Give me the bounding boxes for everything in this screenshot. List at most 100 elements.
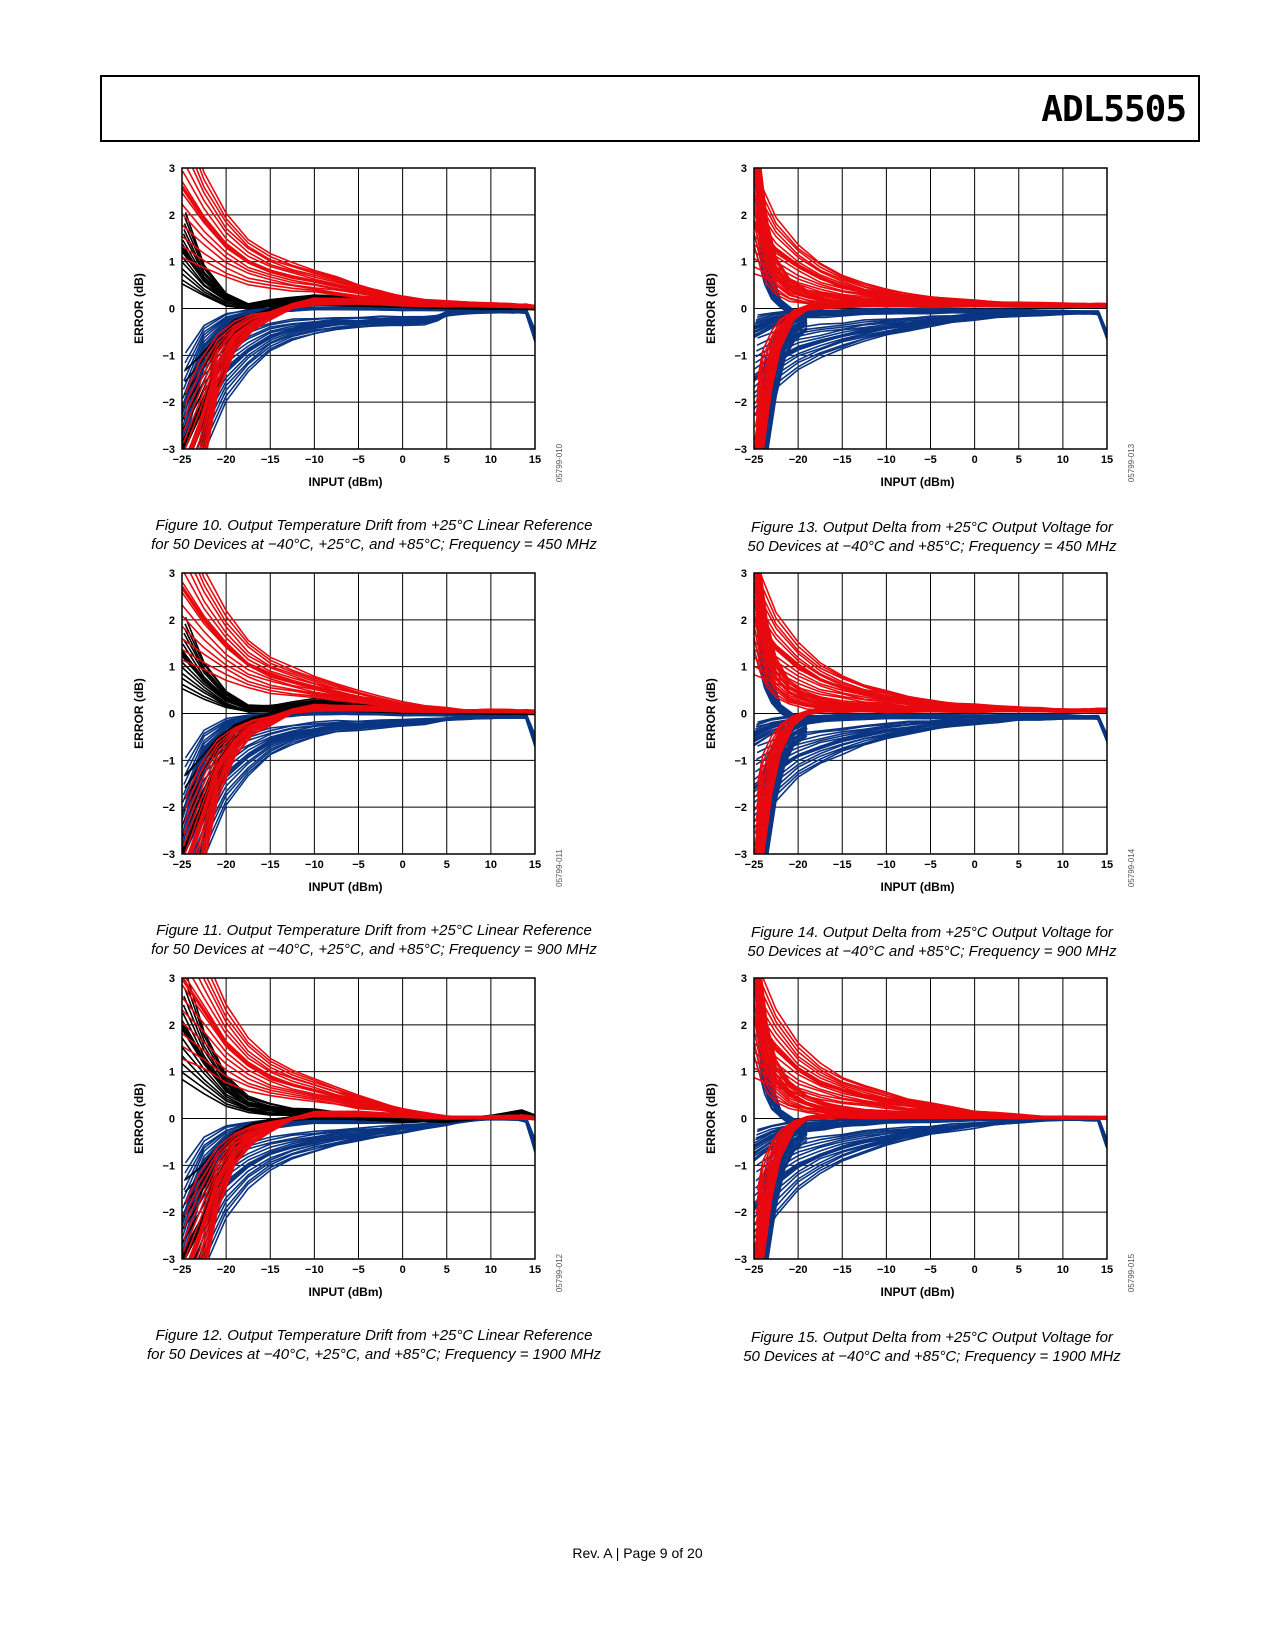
plot-area <box>182 168 535 449</box>
x-tick-label: 15 <box>1101 1264 1113 1276</box>
figure-code: 05799-011 <box>555 849 564 887</box>
device-trace <box>767 1139 808 1259</box>
y-tick-label: 0 <box>741 709 747 721</box>
caption-line: Figure 11. Output Temperature Drift from… <box>156 922 592 939</box>
series-3 <box>754 715 1107 829</box>
page-footer: Rev. A | Page 9 of 20 <box>572 1545 703 1561</box>
plot-frame <box>181 572 536 855</box>
figure-code: 05799-012 <box>555 1253 564 1292</box>
device-trace <box>758 978 1107 1118</box>
x-tick-label: 0 <box>972 859 978 871</box>
x-tick-label: −25 <box>173 454 192 466</box>
x-tick-label: −25 <box>173 1264 192 1276</box>
series-0 <box>182 573 535 714</box>
x-tick-label: −15 <box>261 1264 280 1276</box>
y-axis-label: ERROR (dB) <box>704 1083 718 1154</box>
x-tick-label: 10 <box>485 454 497 466</box>
device-trace <box>763 326 808 449</box>
x-tick-label: −15 <box>833 859 852 871</box>
series-line <box>754 1114 1107 1259</box>
device-trace <box>759 1115 1107 1259</box>
y-tick-label: −2 <box>162 802 175 814</box>
device-trace <box>764 1136 808 1259</box>
y-axis-label: ERROR (dB) <box>704 678 718 749</box>
y-tick-label: 0 <box>741 304 747 316</box>
series-line <box>182 711 535 818</box>
device-trace <box>756 573 1107 712</box>
y-tick-label: −3 <box>734 1254 747 1266</box>
caption-line: for 50 Devices at −40°C, +25°C, and +85°… <box>151 941 597 958</box>
caption-line: 50 Devices at −40°C and +85°C; Frequency… <box>743 1348 1121 1365</box>
x-tick-label: −5 <box>924 859 937 871</box>
plot-area <box>754 168 1107 449</box>
y-tick-label: 2 <box>169 210 175 222</box>
caption-line: for 50 Devices at −40°C, +25°C, and +85°… <box>151 536 597 553</box>
device-trace <box>194 573 535 712</box>
plot-frame <box>181 977 536 1260</box>
y-tick-label: −1 <box>162 755 175 767</box>
plot-area <box>182 573 535 854</box>
y-tick-label: 2 <box>169 1020 175 1032</box>
x-tick-label: 10 <box>1057 454 1069 466</box>
figure-code: 05799-010 <box>555 443 564 482</box>
y-tick-label: −2 <box>734 1207 747 1219</box>
y-tick-label: 0 <box>169 1114 175 1126</box>
device-trace <box>767 329 808 449</box>
y-tick-label: −2 <box>734 802 747 814</box>
x-tick-label: −10 <box>305 1264 324 1276</box>
x-tick-label: −15 <box>261 859 280 871</box>
x-tick-label: 10 <box>485 859 497 871</box>
series-line <box>754 707 1107 854</box>
x-tick-label: 5 <box>444 454 450 466</box>
series-1 <box>754 978 1107 1120</box>
y-tick-label: −3 <box>734 444 747 456</box>
x-tick-label: 0 <box>400 454 406 466</box>
x-axis-label: INPUT (dBm) <box>881 1285 955 1299</box>
device-trace <box>763 1136 808 1259</box>
caption-line: Figure 13. Output Delta from +25°C Outpu… <box>751 519 1113 536</box>
device-trace <box>767 735 808 854</box>
x-tick-label: −15 <box>833 454 852 466</box>
device-trace <box>762 978 1107 1119</box>
x-tick-label: 15 <box>1101 859 1113 871</box>
x-tick-label: 0 <box>400 859 406 871</box>
device-trace <box>755 573 1107 712</box>
device-trace <box>758 168 1107 307</box>
y-tick-label: 3 <box>741 973 747 985</box>
x-tick-label: −5 <box>352 454 365 466</box>
y-tick-label: 2 <box>741 210 747 222</box>
x-tick-label: −10 <box>877 859 896 871</box>
series-line <box>188 706 535 854</box>
y-tick-label: 3 <box>741 163 747 175</box>
y-tick-label: −2 <box>734 397 747 409</box>
series-1 <box>182 703 535 854</box>
device-trace <box>756 574 1107 711</box>
series-2 <box>754 705 1107 854</box>
device-trace <box>765 733 808 854</box>
series-2 <box>754 299 1107 449</box>
y-tick-label: 0 <box>169 709 175 721</box>
device-trace <box>760 978 1107 1119</box>
figure-caption-14: Figure 14. Output Delta from +25°C Outpu… <box>672 923 1192 961</box>
x-tick-label: 15 <box>529 859 541 871</box>
y-tick-label: −3 <box>162 444 175 456</box>
figure-code: 05799-015 <box>1127 1253 1136 1292</box>
x-tick-label: −10 <box>305 454 324 466</box>
device-trace <box>182 235 535 308</box>
x-tick-label: −5 <box>352 1264 365 1276</box>
series-2 <box>754 1112 1107 1259</box>
device-trace <box>758 978 1107 1119</box>
caption-line: for 50 Devices at −40°C, +25°C, and +85°… <box>146 1346 602 1363</box>
plot-frame <box>181 167 536 450</box>
x-tick-label: 15 <box>529 454 541 466</box>
x-axis-label: INPUT (dBm) <box>309 880 383 894</box>
series-line <box>189 1112 535 1259</box>
series-1 <box>182 1110 535 1259</box>
device-trace <box>764 732 808 854</box>
device-trace <box>757 978 1107 1119</box>
series-line <box>182 715 535 854</box>
y-tick-label: −1 <box>734 755 747 767</box>
y-tick-label: 3 <box>741 568 747 580</box>
